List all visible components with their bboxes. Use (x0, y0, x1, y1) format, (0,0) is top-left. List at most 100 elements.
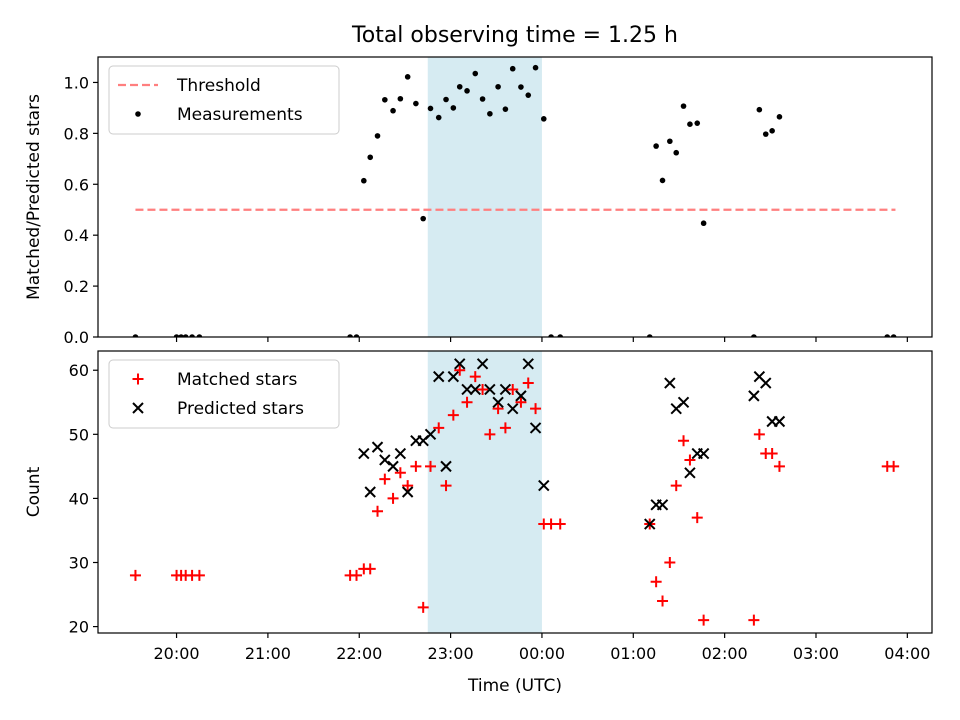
y-tick-label: 0.6 (64, 175, 89, 194)
legend: Matched stars Predicted stars (108, 359, 340, 429)
measurement-point (353, 334, 360, 337)
matched-star-point (773, 460, 785, 472)
y-tick-label: 0.4 (64, 226, 89, 245)
x-tick-label: 22:00 (336, 644, 382, 663)
matched-star-point (484, 428, 496, 440)
x-tick-label: 02:00 (702, 644, 748, 663)
measurement-point (397, 95, 404, 102)
predicted-star-point (748, 390, 760, 402)
measurement-point (776, 114, 783, 120)
measurement-point (700, 220, 707, 227)
y-tick-label: 0.2 (64, 277, 89, 296)
measurement-point (653, 143, 659, 149)
predicted-star-point (433, 370, 445, 383)
measurement-point (673, 149, 680, 156)
predicted-star-point (529, 422, 542, 434)
matched-star-point (492, 403, 504, 415)
matched-star-point (364, 563, 376, 575)
measurement-point (390, 107, 396, 114)
matched-star-point (454, 364, 466, 376)
measurement-point (382, 96, 388, 103)
matched-star-point (664, 557, 676, 568)
measurement-point (890, 334, 897, 337)
y-tick-label: 20 (69, 618, 89, 637)
predicted-star-point (371, 441, 384, 453)
matched-star-point (477, 383, 489, 395)
y-axis-label: Matched/Predicted stars (24, 94, 44, 300)
measurement-point (361, 177, 367, 184)
predicted-star-point (476, 358, 489, 370)
measurement-point (694, 120, 701, 126)
predicted-star-point (379, 454, 391, 466)
ratio-axes: 0.0 0.2 0.4 0.6 0.8 1.0 Matched/Predicted star… (24, 56, 933, 347)
matched-star-point (530, 403, 542, 415)
matched-star-point (387, 492, 399, 504)
measurement-point (769, 128, 775, 134)
x-tick-label: 00:00 (519, 644, 565, 663)
matched-star-point (410, 460, 422, 472)
measurement-point (659, 177, 666, 184)
predicted-star-point (507, 402, 519, 415)
predicted-star-point (401, 486, 414, 498)
matched-star-point (888, 460, 900, 472)
matched-star-point (678, 435, 690, 447)
y-tick-label: 0.8 (64, 124, 89, 143)
matched-star-point (379, 473, 391, 485)
matched-star-point (129, 569, 141, 581)
chart-title: Total observing time = 1.25 h (351, 23, 678, 48)
predicted-star-point (358, 447, 370, 460)
y-tick-label: 60 (69, 361, 89, 380)
measurement-point (443, 96, 449, 103)
legend-predicted-swatch (132, 402, 144, 414)
predicted-star-point (394, 447, 407, 460)
measurement-point (667, 138, 673, 145)
x-tick-label: 23:00 (428, 644, 474, 663)
measurement-point (509, 65, 516, 72)
measurement-point (751, 334, 757, 337)
measurement-point (472, 70, 479, 77)
matched-star-point (670, 480, 682, 492)
measurement-point (502, 106, 509, 112)
matched-star-point (440, 480, 452, 492)
predicted-star-point (447, 370, 460, 383)
measurement-point (479, 96, 486, 102)
legend-label: Matched stars (177, 370, 297, 390)
count-axes: 20 30 40 50 60 20:00 21:00 22:00 23:00 00:00 01:00… (24, 350, 933, 696)
axes-frame (97, 350, 933, 634)
y-tick-label: 50 (69, 425, 89, 444)
measurement-point (548, 334, 554, 337)
y-tick-label: 40 (69, 489, 89, 508)
observing-window-span (427, 57, 542, 337)
matched-star-point (461, 396, 473, 408)
measurement-point (464, 88, 470, 94)
measurement-point (404, 74, 411, 80)
matched-star-point (193, 569, 205, 581)
matched-star-point (684, 454, 696, 466)
plot-area (129, 358, 900, 626)
predicted-star-point (461, 383, 473, 396)
predicted-star-point (664, 377, 676, 389)
predicted-star-point (492, 396, 504, 408)
measurement-point (413, 100, 419, 107)
predicted-star-point (677, 396, 690, 408)
x-tick-label: 21:00 (245, 644, 291, 663)
predicted-star-point (469, 383, 481, 396)
measurement-point (196, 334, 203, 337)
legend: Threshold Measurements (108, 65, 340, 135)
measurement-point (456, 83, 463, 90)
predicted-star-point (515, 390, 527, 402)
matched-star-point (650, 576, 662, 588)
measurement-point (540, 116, 547, 122)
predicted-star-point (499, 383, 512, 396)
legend-label: Predicted stars (177, 399, 304, 419)
legend-box (108, 359, 340, 429)
matched-star-point (433, 422, 445, 434)
measurement-point (495, 83, 501, 90)
measurement-point (435, 114, 442, 121)
predicted-star-point (440, 460, 452, 473)
measurement-point (132, 334, 139, 337)
measurement-point (347, 334, 353, 337)
matched-star-point (372, 505, 384, 517)
y-tick-label: 0.0 (64, 328, 89, 347)
